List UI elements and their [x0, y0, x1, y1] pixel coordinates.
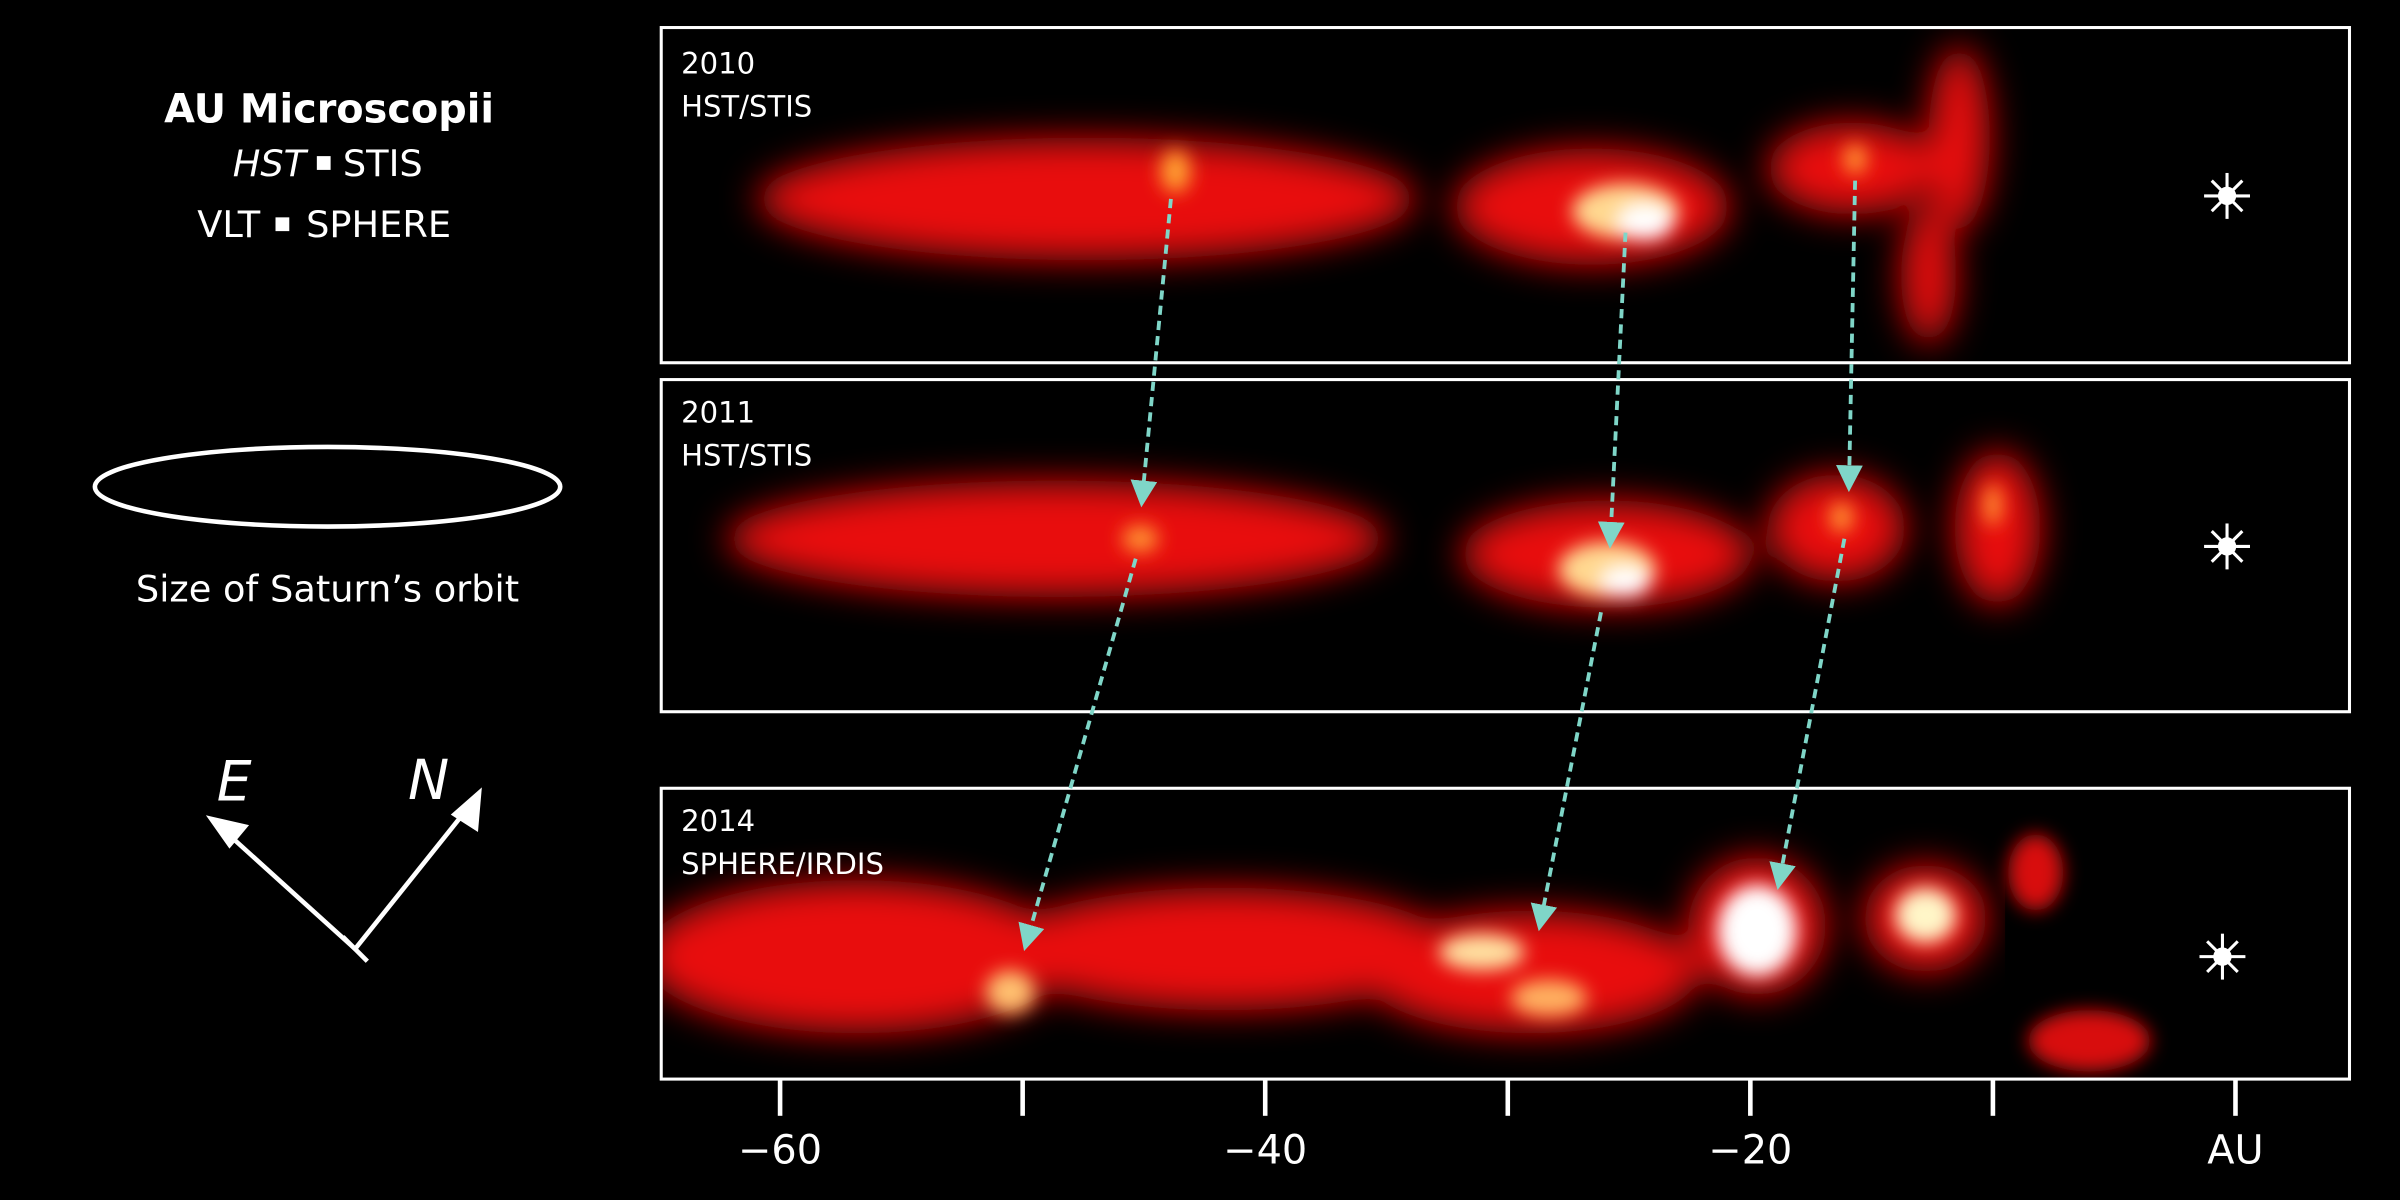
panel-frame [659, 26, 2352, 365]
disk-image [727, 451, 2252, 608]
north-label: N [408, 748, 449, 812]
saturn-orbit [92, 444, 563, 529]
panel-frame [659, 378, 2352, 714]
separator [275, 217, 290, 232]
panel-instrument: HST/STIS [681, 438, 812, 472]
x-tick-label: AU [2207, 1127, 2263, 1173]
telescope: HST [233, 142, 309, 185]
panel-instrument: HST/STIS [681, 89, 812, 123]
x-tick-label: −60 [738, 1127, 822, 1173]
disk-image [661, 828, 2247, 1080]
telescope: VLT [197, 203, 261, 246]
panel-year: 2014 [681, 804, 755, 838]
instrument: SPHERE [306, 203, 451, 246]
x-tick-label: −40 [1223, 1127, 1307, 1173]
scale-caption: Size of Saturn’s orbit [136, 568, 519, 611]
instrument: STIS [343, 142, 423, 185]
panel-year: 2011 [681, 395, 755, 429]
compass [205, 787, 482, 963]
east-label: E [217, 750, 252, 814]
panel-frame [659, 786, 2352, 1081]
x-tick-label: −20 [1708, 1127, 1792, 1173]
target-title: AU Microscopii [164, 86, 494, 132]
disk-image [757, 45, 2252, 345]
panel-instrument: SPHERE/IRDIS [681, 847, 884, 881]
x-axis: −60 −40 −20 AU [738, 1079, 2264, 1173]
separator [316, 156, 331, 170]
panel-year: 2010 [681, 46, 755, 80]
motion-arrows [1018, 180, 1863, 952]
